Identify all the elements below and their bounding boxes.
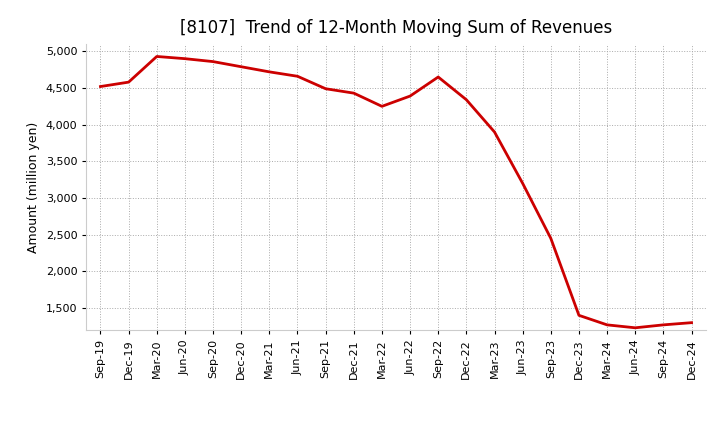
Title: [8107]  Trend of 12-Month Moving Sum of Revenues: [8107] Trend of 12-Month Moving Sum of R… xyxy=(180,19,612,37)
Y-axis label: Amount (million yen): Amount (million yen) xyxy=(27,121,40,253)
